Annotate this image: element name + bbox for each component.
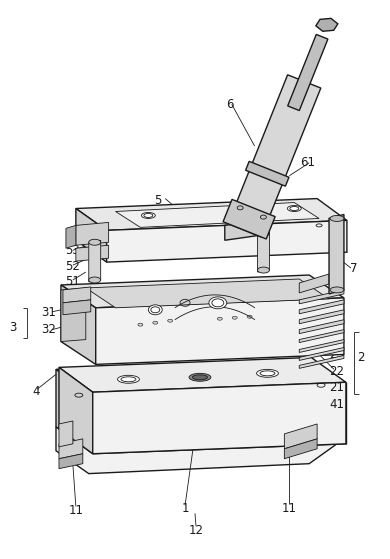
Polygon shape xyxy=(316,18,338,31)
Polygon shape xyxy=(299,290,344,304)
Polygon shape xyxy=(66,225,76,248)
Polygon shape xyxy=(89,240,101,282)
Polygon shape xyxy=(63,300,91,315)
Ellipse shape xyxy=(209,297,227,309)
Polygon shape xyxy=(106,220,347,262)
Ellipse shape xyxy=(148,305,162,315)
Text: 11: 11 xyxy=(68,504,83,517)
Text: 1: 1 xyxy=(181,502,189,515)
Polygon shape xyxy=(257,231,269,272)
Polygon shape xyxy=(225,220,259,240)
Ellipse shape xyxy=(330,287,344,293)
Polygon shape xyxy=(61,288,86,342)
Polygon shape xyxy=(299,339,344,353)
Text: 51: 51 xyxy=(66,276,80,288)
Text: 5: 5 xyxy=(154,194,162,207)
Text: 11: 11 xyxy=(282,502,297,515)
Polygon shape xyxy=(61,285,96,364)
Polygon shape xyxy=(76,222,109,245)
Polygon shape xyxy=(299,300,344,314)
Text: 6: 6 xyxy=(226,98,234,111)
Polygon shape xyxy=(299,356,344,368)
Text: 62: 62 xyxy=(300,212,315,225)
Text: 12: 12 xyxy=(188,524,204,537)
Ellipse shape xyxy=(257,230,269,236)
Ellipse shape xyxy=(89,239,101,245)
Text: 2: 2 xyxy=(357,351,365,364)
Polygon shape xyxy=(228,75,321,237)
Ellipse shape xyxy=(153,321,158,324)
Text: 52: 52 xyxy=(66,259,80,273)
Ellipse shape xyxy=(189,373,211,381)
Text: 23: 23 xyxy=(330,348,344,361)
Polygon shape xyxy=(299,310,344,324)
Text: 54: 54 xyxy=(82,212,96,225)
Ellipse shape xyxy=(117,375,139,383)
Ellipse shape xyxy=(89,277,101,283)
Polygon shape xyxy=(284,424,317,449)
Polygon shape xyxy=(329,215,344,294)
Text: 24: 24 xyxy=(330,331,344,344)
Polygon shape xyxy=(284,439,317,459)
Polygon shape xyxy=(59,367,93,454)
Text: 61: 61 xyxy=(300,157,315,169)
Text: 21: 21 xyxy=(330,381,344,394)
Polygon shape xyxy=(59,439,83,459)
Text: 32: 32 xyxy=(42,323,57,336)
Polygon shape xyxy=(299,330,344,343)
Polygon shape xyxy=(309,359,344,439)
Polygon shape xyxy=(223,200,275,239)
Ellipse shape xyxy=(193,375,207,380)
Ellipse shape xyxy=(257,369,278,377)
Text: 31: 31 xyxy=(42,306,57,319)
Ellipse shape xyxy=(287,206,301,211)
Polygon shape xyxy=(76,198,347,230)
Polygon shape xyxy=(56,414,344,473)
Ellipse shape xyxy=(212,299,224,307)
Ellipse shape xyxy=(247,315,252,318)
Polygon shape xyxy=(59,421,73,447)
Polygon shape xyxy=(299,348,344,361)
Ellipse shape xyxy=(330,215,344,221)
Polygon shape xyxy=(63,287,91,303)
Ellipse shape xyxy=(138,323,143,326)
Polygon shape xyxy=(96,298,344,364)
Text: 41: 41 xyxy=(330,397,344,411)
Polygon shape xyxy=(288,35,328,111)
Polygon shape xyxy=(76,209,106,262)
Polygon shape xyxy=(299,320,344,334)
Ellipse shape xyxy=(168,319,173,322)
Polygon shape xyxy=(115,202,319,228)
Ellipse shape xyxy=(257,267,269,273)
Ellipse shape xyxy=(142,212,155,219)
Ellipse shape xyxy=(217,317,222,320)
Polygon shape xyxy=(59,454,83,468)
Polygon shape xyxy=(93,382,346,454)
Text: 4: 4 xyxy=(32,385,40,397)
Polygon shape xyxy=(86,279,329,308)
Polygon shape xyxy=(59,357,346,392)
Polygon shape xyxy=(56,359,344,394)
Text: 53: 53 xyxy=(66,244,80,257)
Ellipse shape xyxy=(232,316,237,319)
Text: 22: 22 xyxy=(330,365,344,378)
Text: 3: 3 xyxy=(10,321,17,334)
Polygon shape xyxy=(246,162,289,186)
Text: 7: 7 xyxy=(350,262,358,274)
Polygon shape xyxy=(76,245,109,261)
Polygon shape xyxy=(56,369,89,449)
Polygon shape xyxy=(299,274,329,293)
Polygon shape xyxy=(61,275,344,308)
